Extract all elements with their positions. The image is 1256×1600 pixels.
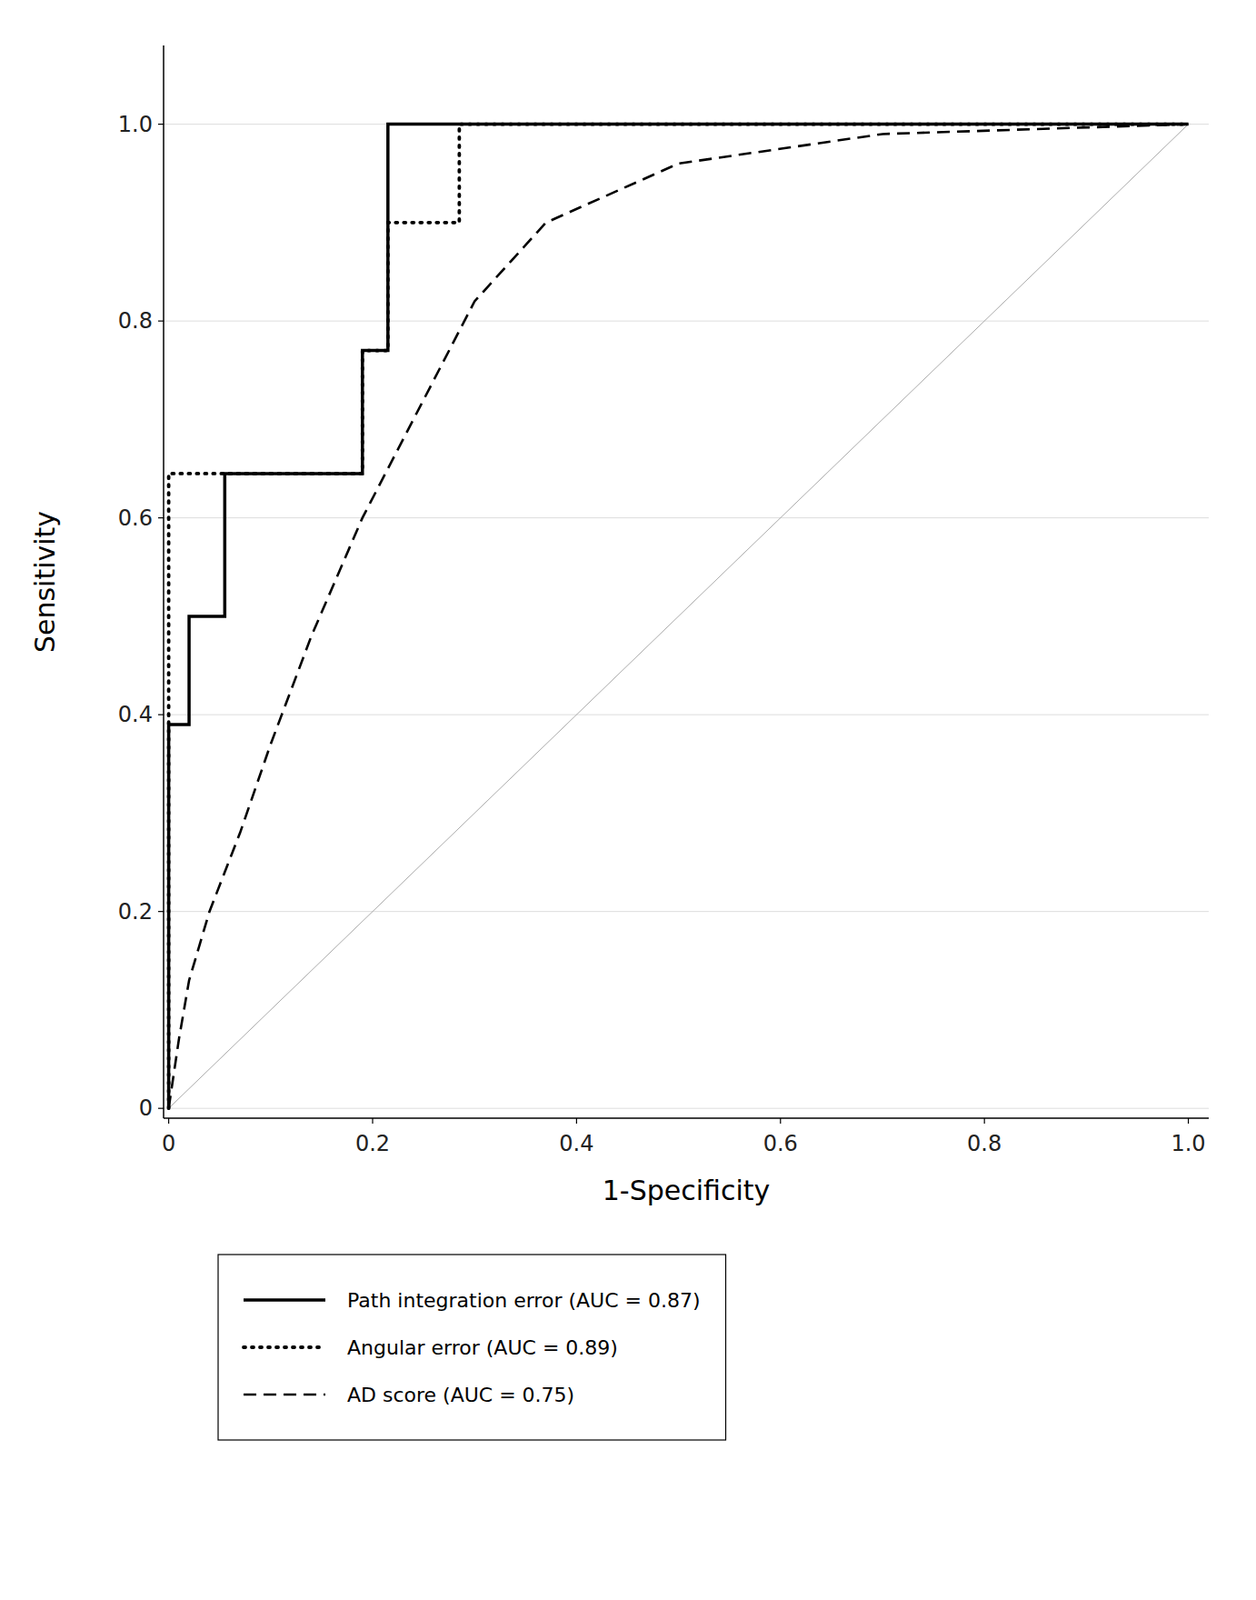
chart: 0 0.2 0.4 0.6 0.8 1.0 0 0.2 0.4 0.6 0.8 1.0 1-Specif…	[0, 0, 1256, 1600]
x-tick	[576, 1117, 578, 1124]
legend-frame	[218, 1254, 727, 1440]
grid-line	[163, 320, 1209, 322]
x-axis-line	[163, 1116, 1209, 1119]
grid-line	[163, 714, 1209, 716]
x-tick	[779, 1117, 781, 1124]
series-line	[169, 124, 1189, 1109]
axes: 0 0.2 0.4 0.6 0.8 1.0 0 0.2 0.4 0.6 0.8 1.0	[118, 45, 1209, 1157]
x-tick	[371, 1117, 373, 1124]
legend-swatch	[243, 1393, 326, 1396]
legend-label: Angular error (AUC = 0.89)	[347, 1335, 619, 1359]
y-tick	[158, 714, 164, 716]
y-tick-label: 0	[139, 1095, 153, 1121]
x-axis-label: 1-Specificity	[602, 1174, 771, 1207]
y-axis-label: Sensitivity	[29, 510, 61, 653]
y-tick	[158, 1107, 164, 1109]
x-tick	[168, 1117, 170, 1124]
grid	[163, 124, 1209, 1109]
reference-line	[169, 124, 1189, 1109]
y-axis-line	[162, 45, 165, 1118]
series-line	[169, 124, 1189, 1109]
x-tick	[1187, 1117, 1189, 1124]
legend: Path integration error (AUC = 0.87) Angul…	[218, 1254, 727, 1440]
x-tick	[984, 1117, 986, 1124]
y-tick-label: 0.4	[118, 701, 153, 728]
x-tick-label: 0.8	[966, 1130, 1002, 1157]
x-tick-label: 0.4	[558, 1130, 594, 1157]
legend-swatch	[243, 1297, 326, 1302]
y-tick	[158, 910, 164, 912]
y-tick-label: 0.6	[118, 505, 153, 531]
x-tick-label: 0.2	[355, 1130, 390, 1157]
legend-swatch	[243, 1345, 326, 1349]
x-tick-label: 0.6	[763, 1130, 798, 1157]
series-line	[169, 124, 1189, 1109]
y-tick-label: 1.0	[118, 111, 153, 138]
legend-label: Path integration error (AUC = 0.87)	[347, 1288, 701, 1312]
legend-label: AD score (AUC = 0.75)	[347, 1383, 575, 1406]
background	[0, 0, 1256, 1600]
y-tick	[158, 123, 164, 125]
y-tick-label: 0.8	[118, 308, 153, 334]
x-tick-label: 0	[161, 1130, 176, 1157]
x-tick-label: 1.0	[1170, 1130, 1206, 1157]
y-tick	[158, 320, 164, 322]
grid-line	[163, 517, 1209, 519]
y-tick	[158, 517, 164, 519]
grid-line	[163, 1107, 1209, 1109]
y-tick-label: 0.2	[118, 898, 153, 925]
grid-line	[163, 910, 1209, 912]
lines	[169, 124, 1189, 1109]
